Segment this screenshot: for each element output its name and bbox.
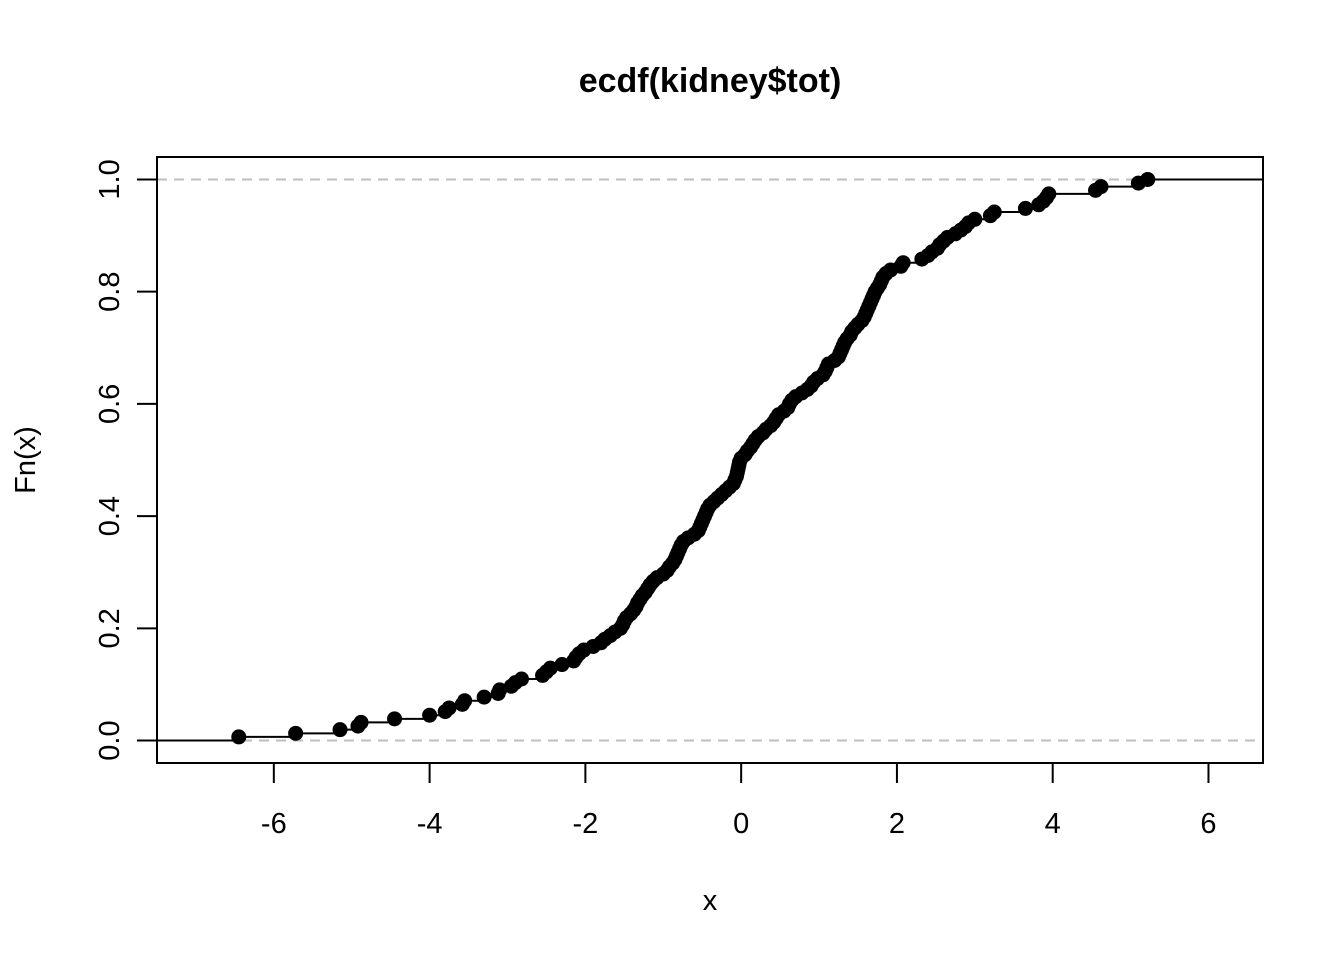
reference-lines — [157, 178, 1263, 742]
data-point — [986, 204, 1002, 220]
data-point — [514, 671, 530, 687]
x-tick-label: -2 — [572, 808, 598, 840]
data-point — [353, 714, 369, 730]
data-point — [1041, 186, 1057, 202]
data-point — [1017, 200, 1033, 216]
data-point — [231, 729, 247, 745]
x-axis: -6 -4 -2 0 2 4 6 — [261, 762, 1217, 840]
data-point — [542, 660, 558, 676]
data-point — [554, 657, 570, 673]
y-axis-label: Fn(x) — [10, 426, 42, 494]
y-tick-label: 0.4 — [94, 496, 126, 536]
x-tick-label: 2 — [889, 808, 905, 840]
data-point — [476, 689, 492, 705]
ecdf-step-path — [157, 178, 1263, 742]
data-point — [332, 722, 348, 738]
data-point — [457, 693, 473, 709]
y-tick-label: 0.6 — [94, 384, 126, 424]
x-tick-label: -6 — [261, 808, 287, 840]
x-tick-label: 4 — [1045, 808, 1061, 840]
data-point — [422, 707, 438, 723]
y-axis: 0.0 0.2 0.4 0.6 0.8 1.0 — [94, 159, 158, 761]
x-tick-label: -4 — [417, 808, 443, 840]
data-point — [1140, 171, 1156, 187]
chart-title: ecdf(kidney$tot) — [579, 62, 842, 100]
ecdf-points — [231, 171, 1156, 745]
x-axis-label: x — [703, 885, 718, 917]
ecdf-step-line — [157, 178, 1263, 742]
x-tick-label: 6 — [1200, 808, 1216, 840]
y-tick-label: 1.0 — [94, 159, 126, 199]
data-point — [1093, 179, 1109, 195]
plot-frame — [156, 156, 1264, 764]
y-tick-label: 0.2 — [94, 608, 126, 648]
x-tick-label: 0 — [733, 808, 749, 840]
data-point — [492, 682, 508, 698]
data-point — [387, 711, 403, 727]
data-point — [967, 211, 983, 227]
y-tick-label: 0.0 — [94, 720, 126, 760]
data-point — [895, 255, 911, 271]
data-point — [288, 725, 304, 741]
y-tick-label: 0.8 — [94, 272, 126, 312]
data-point — [441, 700, 457, 716]
